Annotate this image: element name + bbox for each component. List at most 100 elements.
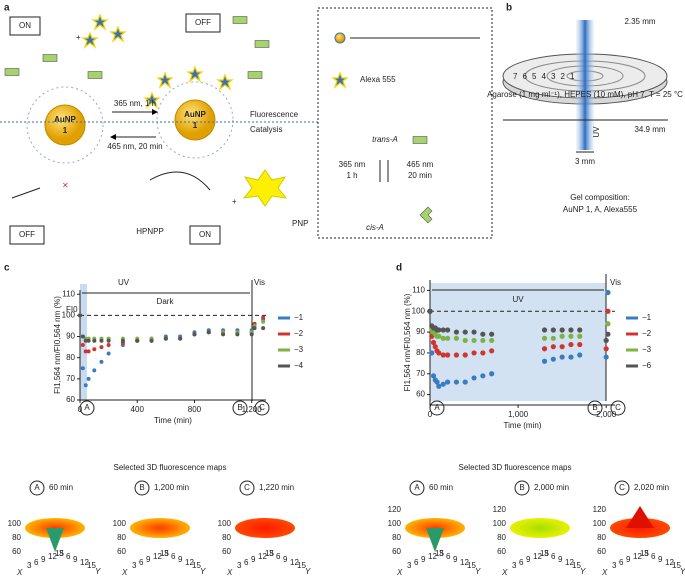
data-point: [471, 329, 477, 335]
x-tick-label: 15: [640, 549, 649, 558]
np-label: AuNP: [54, 115, 76, 124]
annotation: Dark: [157, 297, 175, 306]
uv-shade: [430, 283, 606, 401]
y-tick-label: 80: [416, 348, 425, 357]
data-point: [429, 350, 435, 356]
map-letter: B: [139, 483, 144, 492]
x-tick-label: 400: [131, 405, 145, 414]
data-point: [541, 358, 548, 364]
data-point: [221, 332, 226, 337]
y-tick-label: 6: [446, 552, 451, 561]
dye: [157, 72, 173, 88]
y-tick-label: 15: [672, 561, 681, 570]
map-time: 1,220 min: [259, 483, 294, 492]
data-point: [440, 381, 446, 387]
y-tick-label: 6: [276, 552, 281, 561]
data-point: [445, 327, 451, 333]
data-point: [440, 327, 446, 333]
data-point: [462, 352, 468, 358]
condition: 365 nm: [339, 160, 366, 169]
data-point: [135, 338, 140, 343]
data-point: [471, 375, 477, 381]
z-tick-label: 100: [493, 519, 507, 528]
data-point: [453, 352, 460, 358]
z-tick-label: 80: [497, 533, 506, 542]
y-tick-label: 70: [66, 374, 75, 383]
label: Fluorescence: [250, 110, 299, 119]
data-point: [489, 371, 495, 377]
data-point: [86, 376, 91, 381]
data-point: [541, 335, 548, 341]
gel-label: Agarose (1 mg ml⁻¹), HEPES (10 mM), pH 7…: [487, 90, 683, 99]
ring-number: 6: [523, 72, 528, 81]
composition: AuNP 1, A, Alexa555: [563, 205, 638, 214]
data-point: [559, 327, 565, 333]
x-tick-label: 0: [78, 405, 83, 414]
map-time: 2,020 min: [634, 483, 669, 492]
y-tick-label: 70: [416, 369, 425, 378]
data-point: [568, 327, 574, 333]
data-point: [568, 341, 574, 348]
x-tick-label: 12: [533, 552, 542, 561]
panel-d: UV Vis A B C: [429, 274, 626, 416]
y-tick-label: 6: [171, 552, 176, 561]
x-tick-label: 9: [526, 555, 531, 564]
data-point: [462, 337, 468, 344]
data-point: [106, 351, 111, 356]
data-point: [106, 338, 111, 343]
x-axis-label: X: [121, 568, 128, 577]
data-point: [541, 346, 548, 352]
switch: [254, 40, 270, 48]
legend-label: −2: [642, 329, 652, 338]
condition: 465 nm, 20 min: [107, 142, 162, 151]
y-tick-label: 100: [62, 310, 76, 319]
x-tick-label: 2,000: [596, 410, 617, 419]
data-point: [99, 359, 104, 364]
y-tick-label: 9: [453, 555, 458, 564]
y-tick-label: 3: [439, 549, 444, 558]
np-label: AuNP: [184, 110, 206, 119]
data-point: [261, 319, 266, 324]
data-point: [489, 331, 495, 337]
y-axis-label: FI1,564 nm/FI0,564 nm (%): [403, 293, 412, 391]
molecule-label: PNP: [292, 219, 308, 228]
legend-label: −3: [294, 345, 304, 354]
y-tick-label: 15: [467, 561, 476, 570]
dimension: 2.35 mm: [624, 17, 655, 26]
map-marker: [514, 480, 530, 496]
surface-well: [46, 528, 64, 552]
ring-number: 3: [551, 72, 556, 81]
uv-shade: [80, 284, 87, 401]
y-tick-label: 15: [87, 561, 96, 570]
state-box: [189, 225, 221, 245]
data-point: [489, 348, 495, 354]
map-time: 60 min: [49, 483, 73, 492]
annotation: B: [237, 403, 242, 412]
surface: [130, 518, 190, 538]
y-tick-label: 60: [416, 390, 425, 399]
molecule-label: HPNPP: [136, 227, 164, 236]
y-tick-label: 12: [290, 558, 299, 567]
surface: [510, 518, 570, 538]
y-tick-label: 15: [192, 561, 201, 570]
x-axis-label: Time (min): [154, 416, 192, 425]
surface: [235, 518, 295, 538]
switch: [87, 71, 103, 79]
x-tick-label: 6: [139, 558, 144, 567]
data-point: [436, 333, 442, 339]
y-axis-label: FI1,564 nm/FI0,564 nm (%): [53, 296, 62, 394]
y-axis-label: Y: [475, 567, 481, 576]
data-point: [603, 354, 609, 360]
x-tick-label: 3: [407, 561, 412, 570]
data-point: [550, 356, 556, 362]
z-tick-label: 60: [597, 547, 606, 556]
annotation: Vis: [610, 278, 621, 287]
map-marker: [239, 480, 255, 496]
y-tick-label: 15: [297, 561, 306, 570]
z-tick-label: 60: [117, 547, 126, 556]
y-tick-label: 12: [565, 558, 574, 567]
x-tick-label: 9: [41, 555, 46, 564]
map-letter: B: [519, 483, 524, 492]
data-point: [559, 333, 565, 339]
